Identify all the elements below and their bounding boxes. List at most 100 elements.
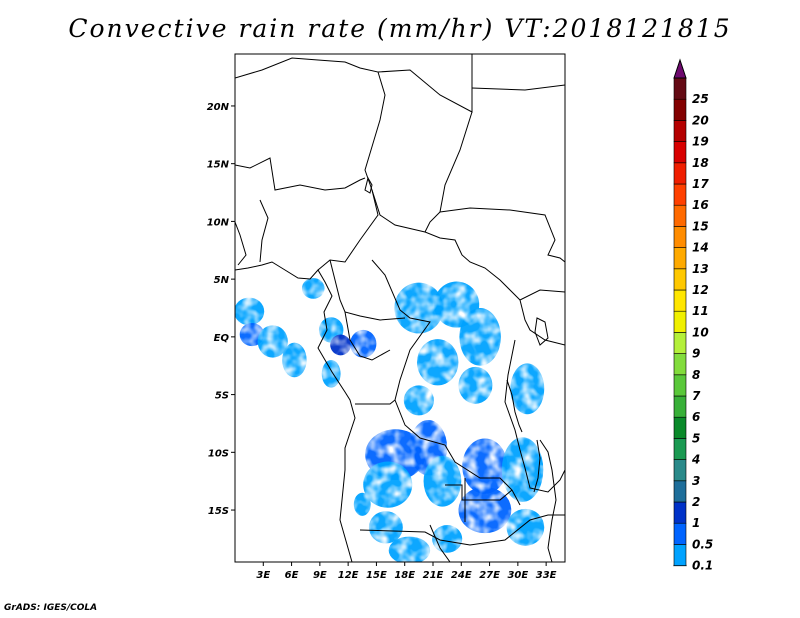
colorbar-label: 10 bbox=[692, 325, 709, 339]
rain-cell bbox=[458, 366, 493, 404]
colorbar-label: 9 bbox=[692, 347, 700, 361]
y-tick-label: 5N bbox=[214, 275, 230, 286]
coastline bbox=[235, 261, 356, 562]
rain-cell bbox=[350, 329, 377, 358]
colorbar-swatch bbox=[673, 459, 687, 482]
border-segment bbox=[235, 157, 366, 191]
colorbar-swatch bbox=[673, 310, 687, 333]
rain-cell bbox=[501, 437, 544, 502]
colorbar-swatch bbox=[673, 544, 687, 566]
x-tick-label: 6E bbox=[285, 570, 299, 581]
colorbar-swatch bbox=[673, 332, 687, 354]
rain-cell bbox=[388, 536, 431, 562]
rain-cell bbox=[363, 461, 413, 508]
colorbar-swatch bbox=[673, 501, 687, 524]
border-segment bbox=[355, 399, 396, 405]
colorbar-label: 19 bbox=[692, 135, 709, 149]
credit-label: GrADS: IGES/COLA bbox=[4, 603, 98, 613]
x-tick-label: 33E bbox=[536, 570, 557, 581]
border-segment bbox=[429, 524, 451, 562]
border-segment bbox=[471, 84, 565, 91]
colorbar-swatch bbox=[673, 183, 687, 206]
colorbar-swatch bbox=[673, 374, 687, 397]
y-tick-label: 15S bbox=[208, 506, 229, 517]
border-segment bbox=[445, 484, 513, 501]
y-tick-label: 20N bbox=[207, 102, 230, 113]
rain-cell bbox=[282, 342, 307, 378]
border-segment bbox=[329, 259, 406, 321]
colorbar-label: 1 bbox=[692, 516, 700, 530]
rain-cell bbox=[506, 508, 545, 546]
lake-outline bbox=[506, 379, 523, 433]
rain-cell bbox=[301, 277, 325, 299]
colorbar-label: 0.5 bbox=[692, 537, 713, 551]
border-segment bbox=[259, 199, 269, 263]
rain-cell bbox=[403, 385, 434, 416]
rain-cell bbox=[416, 339, 459, 386]
colorbar-swatch bbox=[673, 204, 687, 227]
colorbar-swatch bbox=[673, 480, 687, 503]
lake-outline bbox=[534, 317, 549, 346]
colorbar-label: 12 bbox=[692, 283, 709, 297]
y-tick-label: 5S bbox=[215, 391, 229, 402]
y-tick-label: 15N bbox=[207, 160, 230, 171]
colorbar-label: 7 bbox=[692, 389, 701, 403]
colorbar-label: 15 bbox=[692, 219, 709, 233]
x-axis: 3E 6E 9E 12E 15E 18E 21E 24E 27E 30E 33E bbox=[256, 562, 557, 581]
colorbar-label: 2 bbox=[692, 495, 700, 509]
colorbar-label: 13 bbox=[692, 262, 709, 276]
colorbar-label: 5 bbox=[692, 431, 700, 445]
colorbar-swatch bbox=[673, 289, 687, 312]
rain-cell bbox=[459, 308, 501, 366]
rain-cell bbox=[462, 438, 508, 494]
rain-cell bbox=[368, 511, 403, 544]
colorbar-swatch bbox=[673, 98, 687, 121]
colorbar-label: 20 bbox=[692, 113, 709, 127]
y-tick-label: 10S bbox=[208, 448, 229, 459]
rain-cell bbox=[330, 334, 351, 356]
colorbar-swatch bbox=[673, 416, 687, 439]
x-tick-label: 21E bbox=[423, 570, 444, 581]
rain-cell bbox=[321, 359, 341, 388]
colorbar-swatch bbox=[673, 77, 687, 100]
colorbar-swatch bbox=[673, 162, 687, 185]
map-frame bbox=[234, 53, 566, 563]
rain-field bbox=[235, 277, 545, 562]
y-axis: 20N 15N 10N 5N EQ 5S 10S 15S bbox=[207, 102, 235, 517]
rain-cell bbox=[353, 492, 371, 516]
border-segment bbox=[424, 111, 565, 301]
colorbar-swatch bbox=[673, 141, 687, 164]
border-segment bbox=[377, 54, 473, 113]
border-segment bbox=[439, 207, 565, 263]
border-segment bbox=[359, 514, 565, 546]
colorbar-label: 11 bbox=[692, 304, 709, 318]
border-segment bbox=[235, 221, 247, 266]
colorbar-label: 3 bbox=[692, 474, 700, 488]
rain-cell bbox=[257, 325, 288, 358]
colorbar-swatch bbox=[673, 438, 687, 460]
colorbar-swatch bbox=[673, 268, 687, 291]
colorbar-swatch bbox=[673, 226, 687, 248]
colorbar-swatch bbox=[673, 353, 687, 376]
colorbar-swatch bbox=[673, 522, 687, 545]
border-segment bbox=[371, 189, 426, 233]
colorbar-label: 8 bbox=[692, 368, 700, 382]
colorbar-label: 16 bbox=[692, 198, 709, 212]
rain-cell bbox=[510, 363, 545, 415]
colorbar-label: 17 bbox=[692, 177, 709, 191]
x-tick-label: 18E bbox=[394, 570, 415, 581]
lake-outline bbox=[364, 176, 373, 194]
colorbar-label: 0.1 bbox=[692, 559, 713, 573]
x-tick-label: 9E bbox=[313, 570, 327, 581]
colorbar-label: 6 bbox=[692, 410, 700, 424]
x-tick-label: 15E bbox=[366, 570, 387, 581]
border-segment bbox=[371, 259, 521, 506]
y-tick-label: 10N bbox=[207, 217, 230, 228]
colorbar-label: 18 bbox=[692, 156, 709, 170]
x-tick-label: 27E bbox=[479, 570, 500, 581]
chart-title: Convective rain rate (mm/hr) VT:20181218… bbox=[68, 14, 732, 43]
colorbar-label: 4 bbox=[691, 453, 700, 467]
country-borders bbox=[235, 54, 565, 562]
